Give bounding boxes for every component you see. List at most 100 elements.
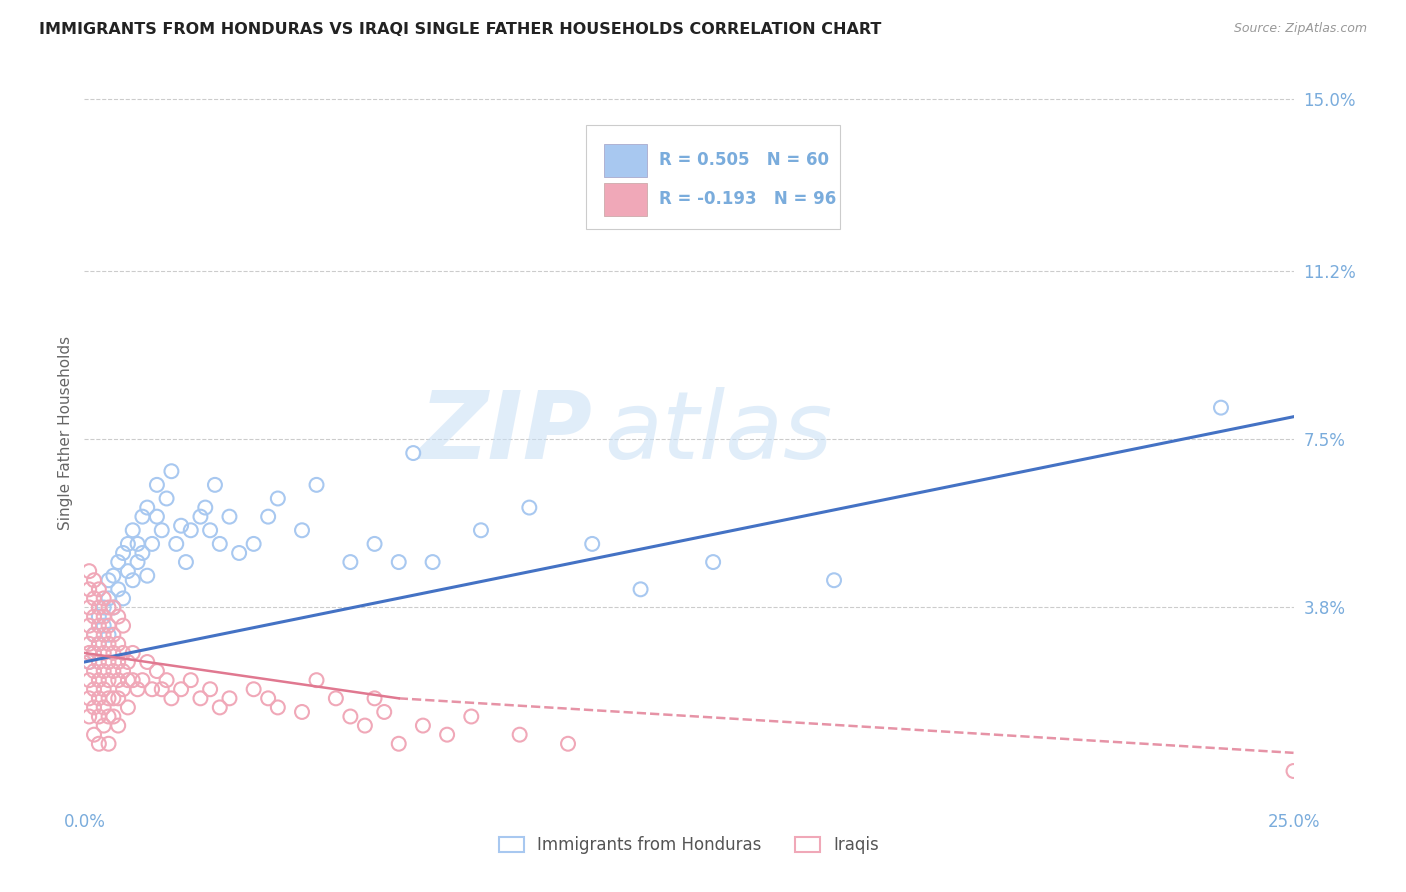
Point bbox=[93, 618, 115, 632]
Point bbox=[112, 618, 135, 632]
Point bbox=[1209, 401, 1232, 415]
Point bbox=[436, 728, 458, 742]
Legend: Immigrants from Honduras, Iraqis: Immigrants from Honduras, Iraqis bbox=[492, 830, 886, 861]
Point bbox=[146, 478, 169, 492]
Point bbox=[112, 664, 135, 678]
Point bbox=[77, 673, 100, 688]
Point bbox=[165, 537, 187, 551]
Point bbox=[77, 564, 100, 578]
Point bbox=[460, 709, 482, 723]
Point bbox=[77, 637, 100, 651]
Point bbox=[630, 582, 652, 597]
Point bbox=[77, 655, 100, 669]
FancyBboxPatch shape bbox=[586, 126, 841, 229]
Point bbox=[97, 737, 120, 751]
Point bbox=[117, 673, 139, 688]
Point bbox=[83, 591, 105, 606]
Point bbox=[198, 523, 221, 537]
Point bbox=[242, 537, 264, 551]
Point bbox=[87, 691, 110, 706]
FancyBboxPatch shape bbox=[605, 183, 647, 217]
FancyBboxPatch shape bbox=[605, 144, 647, 178]
Point bbox=[121, 673, 143, 688]
Text: ZIP: ZIP bbox=[419, 386, 592, 479]
Point bbox=[388, 737, 411, 751]
Point bbox=[373, 705, 395, 719]
Point bbox=[1282, 764, 1305, 778]
Point bbox=[87, 600, 110, 615]
Point bbox=[107, 655, 129, 669]
Point bbox=[83, 609, 105, 624]
Point bbox=[228, 546, 250, 560]
Point bbox=[557, 737, 579, 751]
Point bbox=[170, 682, 193, 697]
Point bbox=[121, 523, 143, 537]
Point bbox=[103, 691, 125, 706]
Point bbox=[180, 673, 202, 688]
Point bbox=[112, 591, 135, 606]
Point bbox=[412, 718, 434, 732]
Point bbox=[107, 637, 129, 651]
Point bbox=[160, 691, 183, 706]
Point bbox=[103, 568, 125, 582]
Point bbox=[136, 500, 159, 515]
Point bbox=[325, 691, 347, 706]
Point bbox=[339, 709, 361, 723]
Point bbox=[242, 682, 264, 697]
Point bbox=[97, 637, 120, 651]
Point bbox=[339, 555, 361, 569]
Point bbox=[509, 728, 531, 742]
Point bbox=[194, 500, 217, 515]
Point bbox=[363, 691, 385, 706]
Point bbox=[87, 618, 110, 632]
Point bbox=[103, 600, 125, 615]
Point bbox=[83, 573, 105, 587]
Point bbox=[83, 728, 105, 742]
Point bbox=[93, 664, 115, 678]
Point bbox=[198, 682, 221, 697]
Point bbox=[93, 609, 115, 624]
Point bbox=[83, 664, 105, 678]
Point bbox=[97, 618, 120, 632]
Point bbox=[93, 718, 115, 732]
Point bbox=[77, 618, 100, 632]
Point bbox=[388, 555, 411, 569]
Point bbox=[190, 691, 212, 706]
Point bbox=[87, 637, 110, 651]
Point bbox=[77, 582, 100, 597]
Point bbox=[150, 523, 173, 537]
Point bbox=[208, 700, 231, 714]
Point bbox=[121, 646, 143, 660]
Point bbox=[107, 582, 129, 597]
Point bbox=[93, 628, 115, 642]
Point bbox=[83, 700, 105, 714]
Point bbox=[146, 509, 169, 524]
Text: atlas: atlas bbox=[605, 387, 832, 478]
Point bbox=[702, 555, 724, 569]
Point bbox=[517, 500, 540, 515]
Point bbox=[180, 523, 202, 537]
Point bbox=[97, 655, 120, 669]
Point bbox=[257, 691, 280, 706]
Point bbox=[208, 537, 231, 551]
Point bbox=[291, 705, 314, 719]
Y-axis label: Single Father Households: Single Father Households bbox=[58, 335, 73, 530]
Point bbox=[97, 628, 120, 642]
Point bbox=[93, 591, 115, 606]
Point bbox=[103, 664, 125, 678]
Point bbox=[131, 546, 153, 560]
Point bbox=[112, 682, 135, 697]
Point bbox=[87, 655, 110, 669]
Point bbox=[103, 628, 125, 642]
Point bbox=[174, 555, 197, 569]
Point bbox=[218, 691, 240, 706]
Point bbox=[121, 573, 143, 587]
Point bbox=[107, 718, 129, 732]
Point bbox=[155, 673, 177, 688]
Point bbox=[107, 555, 129, 569]
Point bbox=[112, 646, 135, 660]
Point bbox=[305, 673, 328, 688]
Point bbox=[117, 700, 139, 714]
Point bbox=[160, 464, 183, 478]
Point bbox=[107, 609, 129, 624]
